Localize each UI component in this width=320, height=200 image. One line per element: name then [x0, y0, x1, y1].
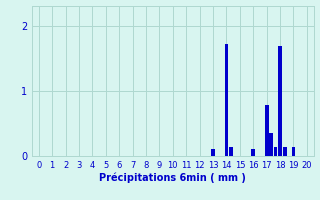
Bar [265, 105, 268, 156]
Bar [269, 133, 273, 156]
X-axis label: Précipitations 6min ( mm ): Précipitations 6min ( mm ) [100, 173, 246, 183]
Bar [229, 147, 233, 156]
Bar [292, 147, 295, 156]
Bar [225, 44, 228, 156]
Bar [274, 147, 277, 156]
Bar [278, 46, 282, 156]
Bar [211, 149, 215, 156]
Bar [283, 147, 287, 156]
Bar [252, 149, 255, 156]
